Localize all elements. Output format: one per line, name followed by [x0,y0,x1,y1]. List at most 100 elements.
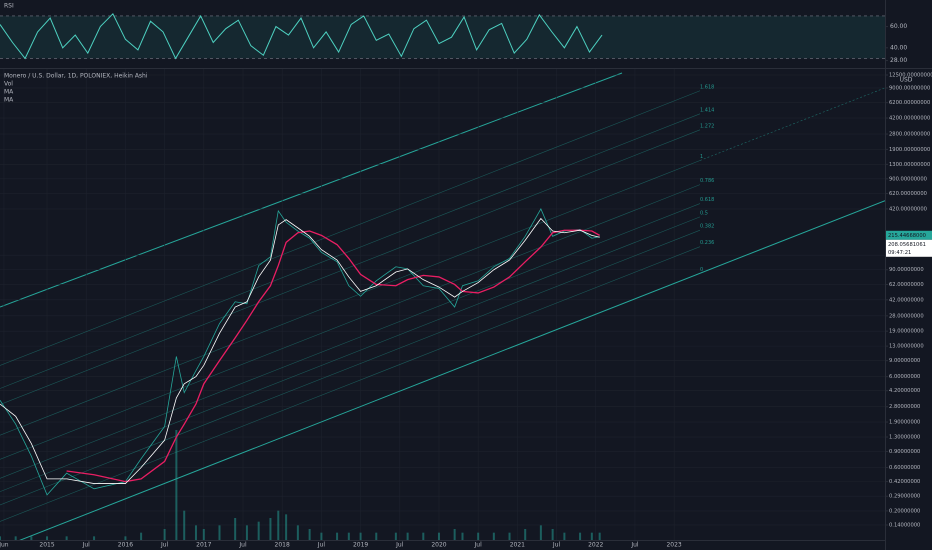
channel-level-label: 0.786 [700,178,714,184]
y-tick-label: 28.00 [890,57,907,64]
volume-bar [524,529,527,540]
x-tick-label: 2020 [431,542,446,549]
y-tick-label: 420.00000000 [889,206,927,212]
price-unit: USD [900,77,913,84]
volume-bar [477,532,480,540]
channel-level-label: 1 [700,154,703,160]
volume-bar [359,532,362,540]
channel-level-label: 0.382 [700,224,714,230]
volume-bar [202,529,205,540]
channel-level-label: 0.5 [700,210,708,216]
channel-level [0,129,701,405]
rsi-line [0,12,603,60]
legend-title: Monero / U.S. Dollar, 1D, POLONIEX, Heik… [4,73,148,80]
volume-bar [347,532,350,540]
rsi-title: RSI [4,3,14,10]
channel-level-label: 0 [700,267,703,273]
volume-bar [453,529,456,540]
rsi-pane [0,12,885,60]
x-tick-label: 2023 [666,542,681,549]
y-tick-label: 0.20000000 [889,508,920,514]
price-line [0,208,600,496]
volume-bar [492,532,495,540]
channel-level [0,160,701,436]
y-tick-label: 60.00 [890,23,907,30]
volume-bar [234,518,237,540]
volume-bar [375,532,378,540]
y-tick-label: 6.00000000 [889,374,920,380]
volume-bar [124,536,127,540]
legend-ma: MA [4,89,14,96]
volume-bar [285,514,288,540]
countdown-label: 09:47:21 [888,250,911,256]
last-price-box [886,230,932,240]
x-tick-label: 2017 [196,542,211,549]
channel-level [0,216,701,492]
volume-bar [579,532,582,540]
x-tick-label: Jul [474,542,483,549]
price-pane: 1.618 1.414 1.272 1 0.786 0.618 0.5 0.382 0.236 0 [0,69,885,540]
volume-bar [269,518,272,540]
volume-bar [336,532,339,540]
channel-level [0,90,701,366]
y-tick-label: 0.42000000 [889,479,920,485]
y-tick-label: 0.14000000 [889,522,920,528]
x-tick-label: Jun [0,542,9,549]
y-tick-label: 42.00000000 [889,297,924,303]
y-tick-label: 1.30000000 [889,435,920,441]
volume-bar [406,532,409,540]
volume-bar [14,536,17,540]
channel-level-label: 0.618 [700,197,714,203]
x-tick-label: 2019 [353,542,368,549]
y-tick-label: 13.00000000 [889,344,924,350]
x-tick-label: Jul [317,542,326,549]
channel-level-label: 1.272 [700,123,714,129]
y-tick-label: 4200.00000000 [889,116,930,122]
y-tick-label: 6200.00000000 [889,100,930,106]
volume-bar [257,521,260,540]
y-tick-label: 1.90000000 [889,420,920,426]
volume-bar [461,532,464,540]
y-tick-label: 12500.00000000 [889,72,932,78]
volume-bar [245,525,248,540]
y-tick-label: 28.00000000 [889,313,924,319]
y-tick-label: 0.60000000 [889,465,920,471]
x-tick-label: 2016 [118,542,133,549]
volume-bar [194,525,197,540]
channel-level [0,184,701,460]
x-tick-label: 2015 [39,542,54,549]
ma-line [66,229,600,483]
channel-level-label: 1.414 [700,107,714,113]
y-tick-label: 9.00000000 [889,358,920,364]
y-tick-label: 1900.00000000 [889,147,930,153]
y-tick-label: 90.00000000 [889,267,924,273]
volume-bar [437,532,440,540]
x-tick-label: Jul [552,542,561,549]
volume-bar [551,529,554,540]
y-tick-label: 40.00 [890,44,907,51]
y-tick-label: 19.00000000 [889,329,924,335]
y-tick-label: 0.29000000 [889,494,920,500]
ma-price-label: 208.05681061 [888,242,926,248]
channel-level [0,246,701,522]
channel-level [0,203,701,479]
y-tick-label: 4.20000000 [889,388,920,394]
volume-bar [65,536,68,540]
x-tick-label: Jul [160,542,169,549]
volume-bar [30,536,33,540]
y-tick-label: 900.00000000 [889,176,927,182]
volume-bar [394,532,397,540]
y-tick-label: 2800.00000000 [889,132,930,138]
volume-bar [422,532,425,540]
volume-bar [563,532,566,540]
rsi-band [0,15,885,59]
legend-ma: MA [4,97,14,104]
y-tick-label: 2.80000000 [889,404,920,410]
volume-bar [93,536,96,540]
volume-bar [277,510,280,540]
channel-level-extension [699,87,885,161]
x-tick-label: 2018 [275,542,290,549]
last-price-label: 215.44668000 [888,233,926,239]
channel-level-label: 1.618 [700,84,714,90]
